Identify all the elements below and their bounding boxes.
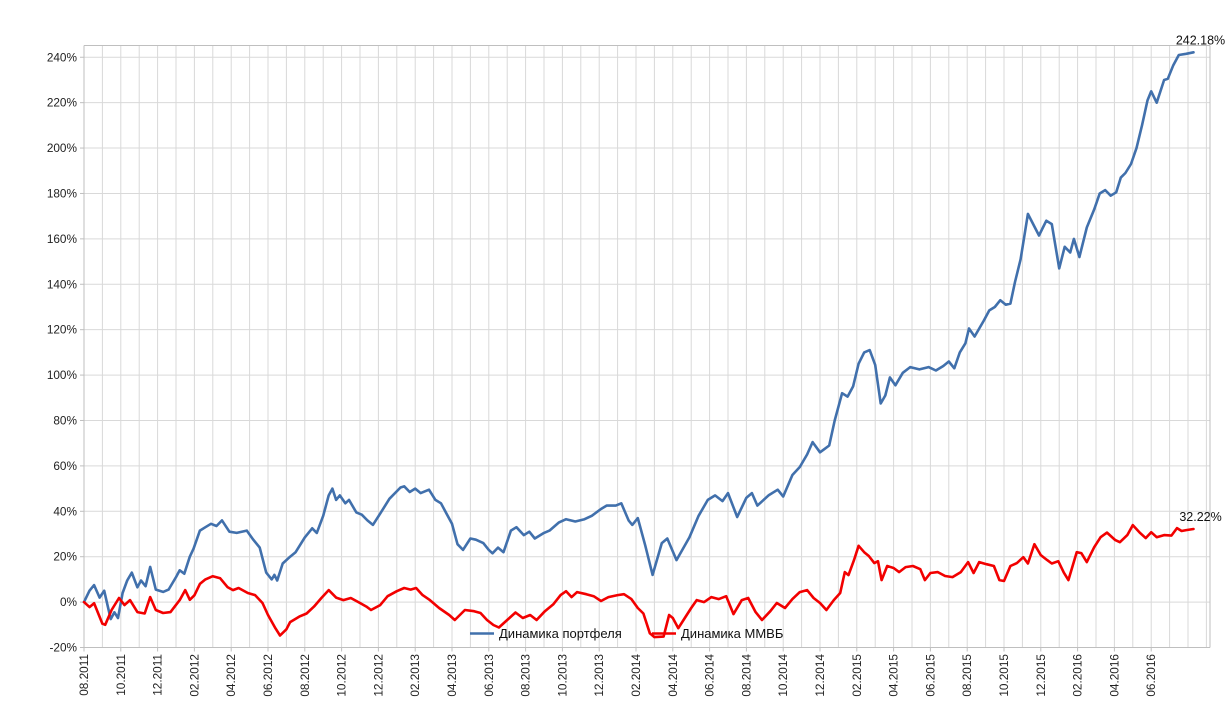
plot-border bbox=[83, 45, 1211, 649]
x-tick-label: 04.2016 bbox=[1107, 654, 1121, 697]
y-tick-label: 40% bbox=[53, 504, 77, 518]
y-axis-labels: -20% 0% 20% 40% 60% 80% 100% 120% 140% 160% 180% 20… bbox=[47, 50, 78, 654]
y-tick-label: 240% bbox=[47, 50, 78, 64]
data-series bbox=[82, 50, 1195, 639]
x-tick-label: 04.2012 bbox=[224, 654, 238, 697]
y-tick-label: 100% bbox=[47, 368, 78, 382]
y-tick-label: 60% bbox=[53, 459, 77, 473]
x-tick-label: 06.2014 bbox=[703, 654, 717, 697]
x-tick-label: 12.2011 bbox=[151, 654, 165, 696]
y-tick-label: 120% bbox=[47, 323, 78, 337]
x-tick-label: 10.2012 bbox=[335, 654, 349, 697]
x-tick-label: 06.2013 bbox=[482, 654, 496, 697]
x-tick-label: 02.2012 bbox=[187, 654, 201, 697]
mmvb-end-label: 32.22% bbox=[1179, 510, 1221, 524]
axis-ticks bbox=[80, 56, 1152, 652]
y-tick-label: 180% bbox=[47, 186, 78, 200]
x-tick-label: 04.2014 bbox=[666, 654, 680, 697]
x-tick-label: 12.2013 bbox=[592, 654, 606, 697]
x-tick-label: 08.2014 bbox=[739, 654, 753, 697]
x-axis-labels: 08.2011 10.2011 12.2011 02.2012 04.2012 06.20… bbox=[77, 654, 1158, 697]
legend: Динамика портфеля Динамика ММВБ bbox=[470, 626, 783, 641]
y-tick-label: 140% bbox=[47, 277, 78, 291]
x-tick-label: 02.2015 bbox=[850, 654, 864, 697]
mmvb-line bbox=[82, 523, 1195, 639]
y-tick-label: 220% bbox=[47, 96, 78, 110]
vertical-gridlines bbox=[101, 45, 1207, 648]
legend-item-portfolio: Динамика портфеля bbox=[470, 626, 622, 641]
x-tick-label: 06.2012 bbox=[261, 654, 275, 697]
x-tick-label: 12.2014 bbox=[813, 654, 827, 697]
x-tick-label: 10.2011 bbox=[114, 654, 128, 696]
legend-item-mmvb: Динамика ММВБ bbox=[652, 626, 783, 641]
x-tick-label: 10.2015 bbox=[997, 654, 1011, 697]
portfolio-end-label: 242.18% bbox=[1176, 33, 1225, 47]
x-tick-label: 12.2015 bbox=[1034, 654, 1048, 697]
legend-label-mmvb: Динамика ММВБ bbox=[681, 626, 783, 641]
y-tick-label: -20% bbox=[49, 641, 77, 655]
x-tick-label: 04.2015 bbox=[887, 654, 901, 697]
x-tick-label: 02.2014 bbox=[629, 654, 643, 697]
x-tick-label: 10.2014 bbox=[776, 654, 790, 697]
x-tick-label: 06.2015 bbox=[923, 654, 937, 697]
x-tick-label: 12.2012 bbox=[371, 654, 385, 697]
x-tick-label: 04.2013 bbox=[445, 654, 459, 697]
x-tick-label: 08.2015 bbox=[960, 654, 974, 697]
x-tick-label: 02.2016 bbox=[1071, 654, 1085, 697]
legend-label-portfolio: Динамика портфеля bbox=[499, 626, 622, 641]
y-tick-label: 20% bbox=[53, 550, 77, 564]
x-tick-label: 10.2013 bbox=[555, 654, 569, 697]
portfolio-line bbox=[82, 50, 1195, 621]
x-tick-label: 02.2013 bbox=[408, 654, 422, 697]
x-tick-label: 08.2011 bbox=[77, 654, 91, 696]
x-tick-label: 08.2012 bbox=[298, 654, 312, 697]
x-tick-label: 06.2016 bbox=[1144, 654, 1158, 697]
y-tick-label: 160% bbox=[47, 232, 78, 246]
y-tick-label: 80% bbox=[53, 413, 77, 427]
series-end-labels: 242.18% 32.22% bbox=[1176, 33, 1225, 524]
y-tick-label: 200% bbox=[47, 141, 78, 155]
y-tick-label: 0% bbox=[60, 595, 78, 609]
x-tick-label: 08.2013 bbox=[519, 654, 533, 697]
